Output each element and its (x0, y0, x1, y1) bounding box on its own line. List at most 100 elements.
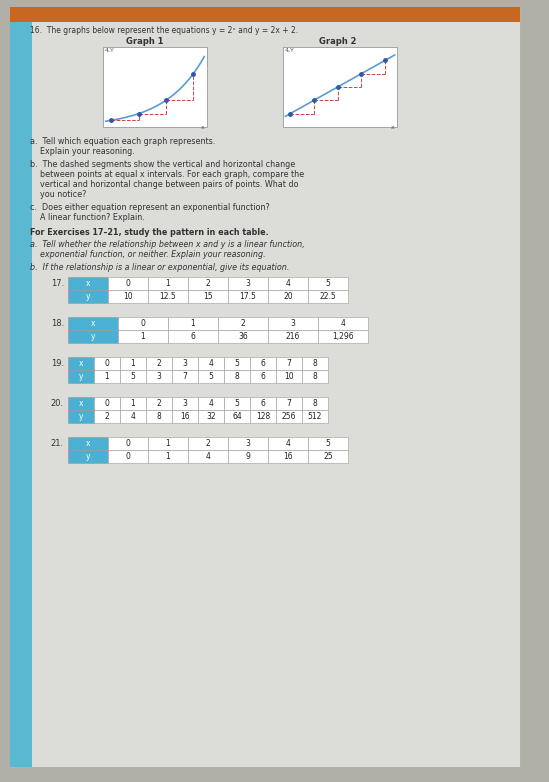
Text: 512: 512 (308, 412, 322, 421)
Text: 17.5: 17.5 (239, 292, 256, 301)
Bar (108, 277, 148, 290)
Text: 3: 3 (183, 359, 187, 368)
Bar (308, 437, 348, 450)
Text: 4,Y: 4,Y (285, 48, 295, 53)
Text: 21.: 21. (51, 439, 64, 448)
Text: a.  Tell which equation each graph represents.: a. Tell which equation each graph repres… (30, 137, 215, 146)
Bar (68, 317, 118, 330)
Text: 5: 5 (209, 372, 214, 381)
Text: 6: 6 (261, 359, 265, 368)
Text: 22.5: 22.5 (320, 292, 337, 301)
Bar (120, 357, 146, 370)
Text: 10: 10 (284, 372, 294, 381)
Bar (68, 410, 94, 423)
Bar (168, 330, 218, 343)
Bar (198, 397, 224, 410)
Text: 25: 25 (323, 452, 333, 461)
Text: 20: 20 (283, 292, 293, 301)
Bar (302, 357, 328, 370)
Bar (148, 277, 188, 290)
Text: 2: 2 (156, 399, 161, 408)
Text: x: x (91, 319, 95, 328)
Text: 1: 1 (166, 279, 170, 288)
Text: 4: 4 (205, 452, 210, 461)
Text: For Exercises 17–21, study the pattern in each table.: For Exercises 17–21, study the pattern i… (30, 228, 269, 237)
Text: y: y (79, 372, 83, 381)
Bar (108, 437, 148, 450)
Bar (188, 437, 228, 450)
Bar (250, 370, 276, 383)
Text: 2: 2 (206, 279, 210, 288)
Text: 1: 1 (141, 332, 145, 341)
Bar (302, 397, 328, 410)
Bar (172, 397, 198, 410)
Text: 4: 4 (285, 279, 290, 288)
Text: a.  Tell whether the relationship between x and y is a linear function,: a. Tell whether the relationship between… (30, 240, 305, 249)
Text: 5: 5 (326, 279, 330, 288)
Bar (108, 290, 148, 303)
Bar (268, 317, 318, 330)
Bar (103, 47, 207, 127)
Bar (172, 410, 198, 423)
Bar (224, 357, 250, 370)
Text: 2: 2 (206, 439, 210, 448)
Text: 6: 6 (261, 399, 265, 408)
Text: 32: 32 (206, 412, 216, 421)
Text: 6: 6 (191, 332, 195, 341)
Bar (268, 290, 308, 303)
Text: 16: 16 (180, 412, 190, 421)
Text: 128: 128 (256, 412, 270, 421)
Text: 4: 4 (131, 412, 136, 421)
Text: between points at equal x intervals. For each graph, compare the: between points at equal x intervals. For… (30, 170, 304, 179)
Text: y: y (86, 452, 90, 461)
Bar (68, 370, 94, 383)
Text: 16.  The graphs below represent the equations y = 2ˣ and y = 2x + 2.: 16. The graphs below represent the equat… (30, 26, 298, 35)
Text: Graph 2: Graph 2 (320, 37, 357, 46)
Text: 12.5: 12.5 (160, 292, 176, 301)
Bar (148, 290, 188, 303)
Text: 4,Y: 4,Y (105, 48, 115, 53)
Bar (146, 410, 172, 423)
Text: 0: 0 (126, 452, 131, 461)
Bar (68, 357, 94, 370)
Bar (228, 290, 268, 303)
Bar (146, 370, 172, 383)
Bar (302, 370, 328, 383)
Bar (250, 410, 276, 423)
Bar (224, 370, 250, 383)
Text: b.  The dashed segments show the vertical and horizontal change: b. The dashed segments show the vertical… (30, 160, 295, 169)
Bar (118, 317, 168, 330)
Text: 5: 5 (131, 372, 136, 381)
Bar (68, 330, 118, 343)
Text: 1: 1 (166, 439, 170, 448)
Text: 1: 1 (191, 319, 195, 328)
Text: 16: 16 (283, 452, 293, 461)
Bar (94, 357, 120, 370)
Text: c.  Does either equation represent an exponential function?: c. Does either equation represent an exp… (30, 203, 270, 212)
Bar (308, 290, 348, 303)
Bar (224, 397, 250, 410)
Bar (276, 370, 302, 383)
Text: 5: 5 (234, 399, 239, 408)
Text: 20.: 20. (51, 399, 64, 408)
Bar (172, 370, 198, 383)
Text: 1,296: 1,296 (332, 332, 354, 341)
Text: 5: 5 (234, 359, 239, 368)
Text: 15: 15 (203, 292, 213, 301)
Text: 8: 8 (312, 372, 317, 381)
Bar (118, 330, 168, 343)
Text: Explain your reasoning.: Explain your reasoning. (30, 147, 135, 156)
Text: 216: 216 (286, 332, 300, 341)
Text: 2: 2 (240, 319, 245, 328)
Bar (228, 450, 268, 463)
Text: 17.: 17. (51, 279, 64, 288)
Text: 8: 8 (156, 412, 161, 421)
Text: 4: 4 (209, 399, 214, 408)
Text: y: y (91, 332, 95, 341)
Text: 2: 2 (105, 412, 109, 421)
Bar (302, 410, 328, 423)
Text: 1: 1 (131, 359, 136, 368)
Text: 8: 8 (234, 372, 239, 381)
Text: 7: 7 (287, 359, 292, 368)
Bar (146, 357, 172, 370)
